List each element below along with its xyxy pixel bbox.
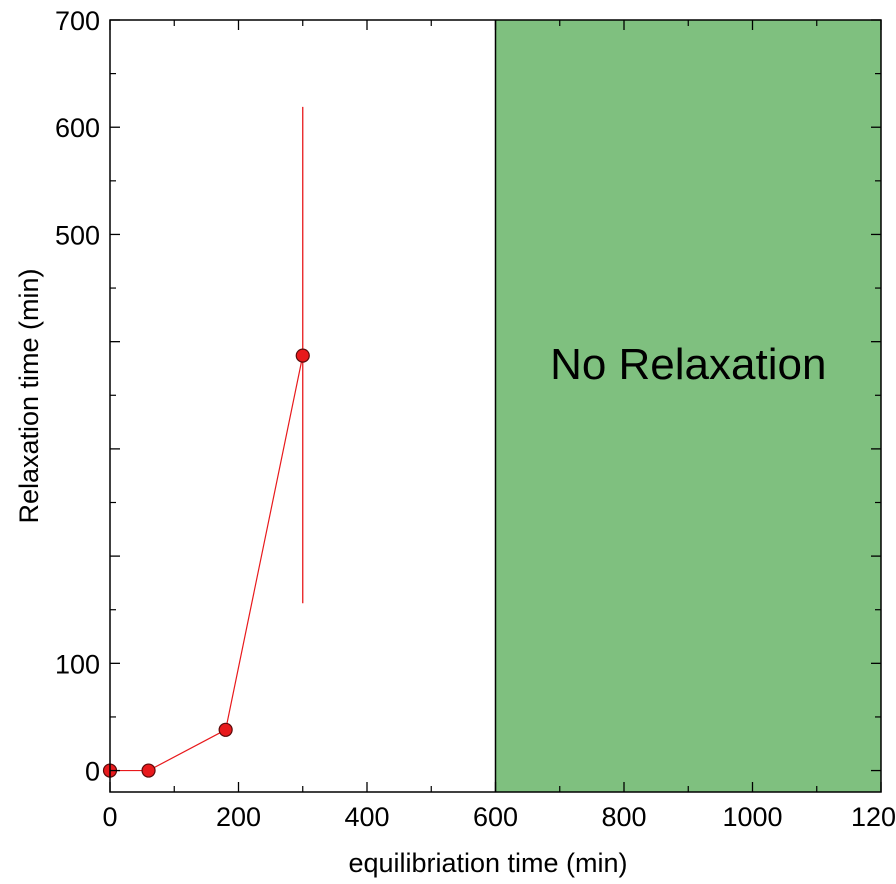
series-line xyxy=(110,355,304,772)
y-tick-label: 700 xyxy=(55,6,100,36)
x-tick-label: 0 xyxy=(102,802,117,832)
ticks xyxy=(109,19,882,792)
data-point xyxy=(295,348,310,363)
region-label: No Relaxation xyxy=(550,340,826,389)
series-line-group xyxy=(110,355,304,772)
x-tick-label: 600 xyxy=(473,802,518,832)
y-tick-label: 500 xyxy=(55,220,100,250)
x-tick-label: 800 xyxy=(601,802,646,832)
x-tick-label: 400 xyxy=(344,802,389,832)
data-point xyxy=(141,763,156,778)
x-axis-title: equilibriation time (min) xyxy=(348,848,627,878)
shaded-region xyxy=(495,20,881,792)
y-axis-title: Relaxation time (min) xyxy=(14,268,44,523)
data-point xyxy=(218,722,233,737)
y-tick-label: 600 xyxy=(55,113,100,143)
shaded-region-group xyxy=(494,20,881,792)
x-tick-label: 200 xyxy=(216,802,261,832)
x-tick-label: 1000 xyxy=(722,802,782,832)
y-tick-label: 0 xyxy=(85,757,100,787)
data-points xyxy=(102,348,310,778)
y-tick-label: 100 xyxy=(55,649,100,679)
